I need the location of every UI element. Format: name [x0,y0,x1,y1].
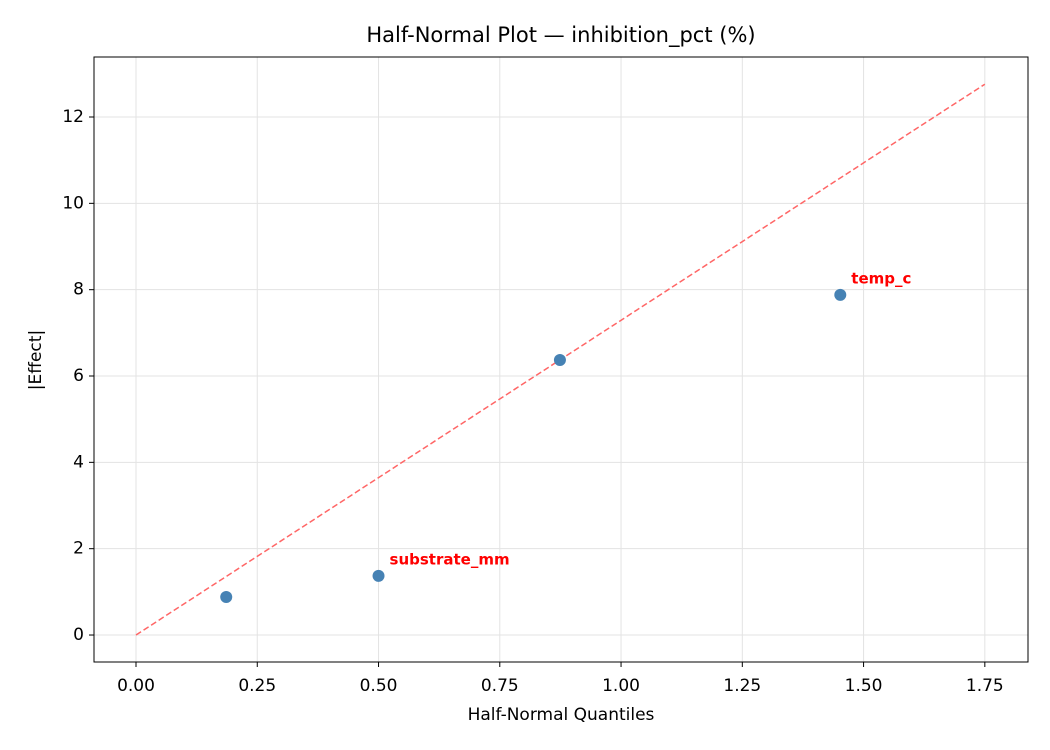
x-tick-label: 0.00 [117,676,155,696]
point [834,288,847,301]
x-axis-label: Half-Normal Quantiles [468,705,655,725]
x-tick-label: 0.25 [238,676,276,696]
y-tick-label: 0 [73,625,84,645]
y-tick-label: 2 [73,539,84,559]
plot-frame [93,56,1029,663]
chart-title: Half-Normal Plot — inhibition_pct (%) [366,23,755,48]
x-tick-label: 0.50 [360,676,398,696]
point-label: substrate_mm [390,550,510,568]
x-tick-label: 1.50 [845,676,883,696]
y-tick-label: 8 [73,280,84,300]
point [372,569,385,582]
x-tick-label: 1.75 [966,676,1004,696]
y-axis-label: |Effect| [26,330,46,390]
x-tick-label: 1.00 [602,676,640,696]
y-tick-label: 12 [62,107,84,127]
x-tick-label: 0.75 [481,676,519,696]
point [553,354,566,367]
point-label: temp_c [851,269,911,287]
point [220,591,233,604]
y-tick-label: 6 [73,366,84,386]
x-tick-label: 1.25 [723,676,761,696]
y-tick-label: 10 [62,193,84,213]
y-tick-label: 4 [73,452,84,472]
